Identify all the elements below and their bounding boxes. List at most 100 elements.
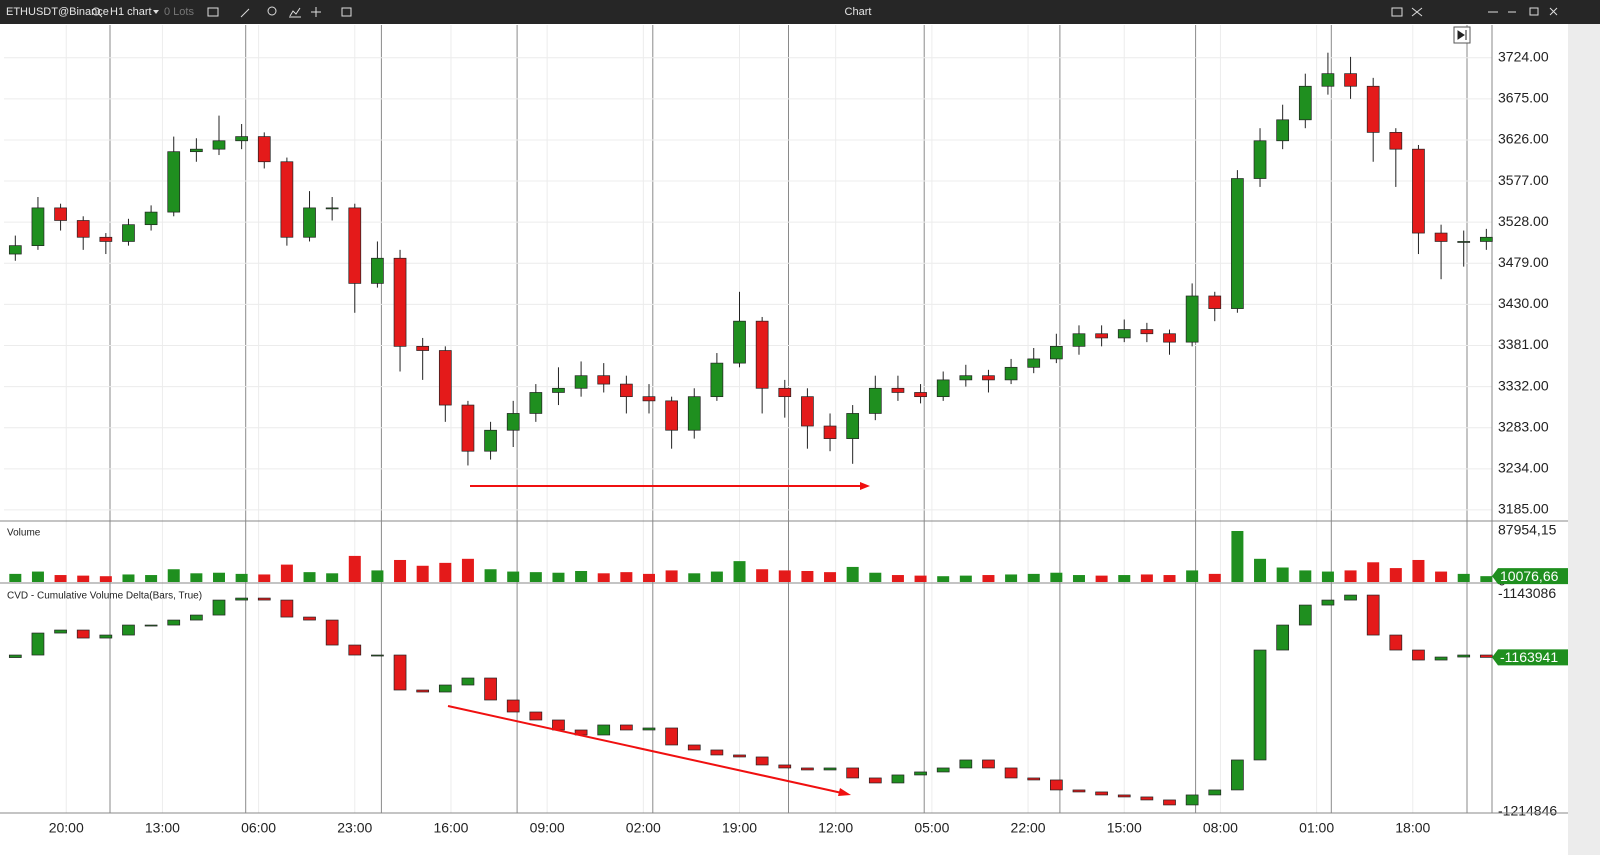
volume-bar [733,561,746,582]
candle-body [801,767,814,771]
candle-body [1366,85,1380,133]
symbol[interactable]: ETHUSDT@Binance [6,6,109,18]
candle-body [936,767,950,773]
x-tick-label: 08:00 [1203,820,1238,836]
volume-bar [9,573,22,582]
candle-body [1321,599,1335,606]
candle-body [31,632,45,656]
candle-body [1185,295,1199,343]
x-tick-label: 01:00 [1299,820,1334,836]
lots[interactable]: 0 Lots [164,6,194,18]
volume-bar [1321,571,1334,582]
candle-body [552,387,565,393]
volume-bar [167,569,180,582]
candle-body [54,629,67,634]
volume-bar [1457,573,1470,582]
candle-body [1231,178,1244,309]
window-controls[interactable] [1391,7,1558,17]
volume-bar [326,573,339,582]
candle-body [280,599,294,618]
y-tick-label: -1214846 [1498,803,1557,819]
candle-body [1344,73,1357,87]
volume-bar [597,573,610,582]
candle-body [1049,779,1063,791]
search-icon[interactable] [92,7,103,18]
candle-body [1231,759,1244,791]
candle-body [8,245,22,255]
candle-body [122,224,135,242]
volume-bar [959,575,972,582]
volume-bar [1140,574,1153,582]
candle-body [1027,358,1041,368]
volume-bar [529,572,542,582]
volume-bar [665,570,678,582]
volume-bar [756,569,769,582]
volume-bar [507,571,520,582]
y-tick-label: 3577.00 [1498,172,1549,188]
candle-body [1298,604,1312,626]
candle-body [891,387,905,393]
pane-title: CVD - Cumulative Volume Delta(Bars, True… [7,591,202,602]
pane-title: Volume [7,528,41,539]
candle-body [1389,132,1403,150]
candle-body [325,207,339,210]
candle-body [461,404,475,452]
volume-bar [212,572,225,582]
candle-body [122,624,135,636]
candle-body [438,350,452,406]
candle-body [1457,241,1471,243]
candle-body [99,634,113,639]
candle-body [529,711,543,721]
volume-bar [280,564,293,582]
candle-body [868,777,882,784]
candle-body [1298,85,1312,121]
x-tick-label: 16:00 [433,820,468,836]
candle-body [823,425,837,439]
candle-body [914,392,927,398]
candle-body [393,257,407,347]
x-tick-label: 20:00 [49,820,84,836]
candle-body [1185,794,1199,806]
candle-body [76,629,90,639]
volume-bar [642,573,655,582]
x-tick-label: 09:00 [530,820,565,836]
volume-bar [439,562,452,582]
volume-bar [1344,570,1357,582]
y-tick-label: 87954,15 [1498,522,1557,538]
candle-body [1208,295,1222,309]
candle-body [1140,329,1154,335]
volume-bar [371,570,384,582]
volume-bar [1163,575,1176,582]
annotation-arrowhead [860,482,870,490]
candle-body [212,140,226,150]
volume-bar [1005,574,1018,582]
candle-body [280,161,294,238]
candle-body [144,624,158,627]
candle-body [1457,654,1471,658]
volume-bar [122,574,135,582]
plot-area: 20:00 13:00 06:00 23:00 16:00 09:00 02:00 19:00… [0,25,1568,836]
y-tick-label: 3675.00 [1498,90,1549,106]
volume-bar [982,575,995,582]
annotation-arrow [447,705,843,794]
candle-body [1321,73,1335,87]
candle-body [597,375,611,385]
candle-body [665,727,678,746]
volume-bar [1389,568,1402,582]
candle-body [1027,777,1041,781]
candle-body [484,677,497,701]
candle-body [823,767,837,771]
candle-body [1479,654,1493,658]
candle-body [1389,634,1403,651]
timeframe[interactable]: H1 chart [110,6,152,18]
toolbar-icons[interactable] [207,6,352,18]
candle-body [1072,789,1086,793]
x-tick-label: 19:00 [722,820,757,836]
candle-body [8,654,22,658]
volume-bar [31,571,44,582]
candle-body [506,413,520,431]
toolbar [0,0,1600,24]
candle-body [1366,594,1380,636]
dropdown-arrow[interactable] [153,10,159,14]
candle-body [99,236,113,242]
